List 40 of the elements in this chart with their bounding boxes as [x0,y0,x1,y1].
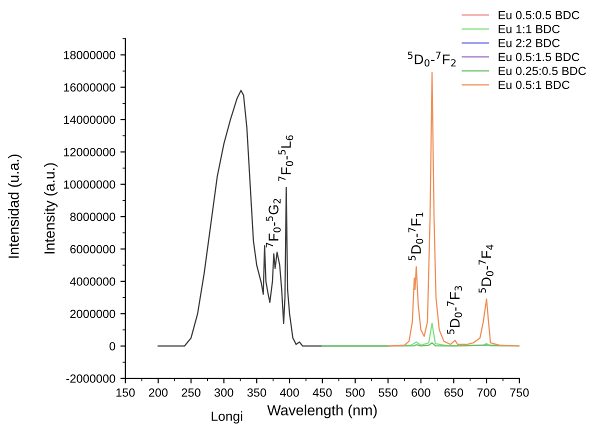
y-tick-label: -2000000 [66,374,116,383]
annotation: $^{7}$F$_{0}$-$^{5}$G$_{2}$ [266,198,281,248]
y-tick-label: 10000000 [64,180,116,189]
x-tick-label: 450 [312,388,332,397]
y-tick-label: 2000000 [70,310,116,318]
x-tick-label: 550 [378,388,398,397]
x-axis-title: Wavelength (nm) [267,404,377,418]
text: Longi [212,411,242,424]
x-tick-label: 250 [182,388,200,397]
legend-label: Eu 0.5:0.5 BDC [498,10,580,20]
x-tick-label: 150 [116,388,135,397]
annotation: $^{5}$D$_{0}$-$^{7}$F$_{3}$ [447,286,462,334]
y-axis-title: Intensity (a.u.) [44,163,58,254]
x-tick-label: 350 [247,388,266,397]
x-tick-label: 400 [280,388,299,397]
annotation: $^{5}$D$_{0}$-$^{7}$F$_{4}$ [478,244,494,293]
x-tick-label: 600 [412,388,430,397]
y-tick-label: 16000000 [64,83,116,92]
legend-label: Eu 2:2 BDC [498,38,560,48]
y-tick-label: 4000000 [70,277,116,286]
legend-label: Eu 1:1 BDC [498,24,560,34]
x-tick-label: 500 [346,388,365,397]
text: Intensidad (u.a.) [8,154,22,258]
legend-label: Eu 0.5:1 BDC [498,80,570,90]
x-tick-label: 750 [510,388,529,397]
x-tick-label: 300 [214,388,234,397]
x-tick-label: 700 [477,388,496,397]
x-tick-label: 200 [148,388,168,397]
annotation: $^{5}$D$_{0}$-$^{7}$F$_{1}$ [408,212,424,260]
y-tick-label: 6000000 [70,245,116,254]
annotation: $^{5}$D$_{0}$-$^{7}$F$_{2}$ [408,52,456,67]
x-tick-label: 650 [444,388,464,397]
y-tick-label: 18000000 [64,50,116,60]
annotation: $^{7}$F$_{0}$-$^{5}$L$_{6}$ [278,135,294,182]
y-tick-label: 0 [110,342,116,350]
y-tick-label: 12000000 [64,148,116,156]
y-tick-label: 8000000 [70,212,116,222]
legend-label: Eu 0.5:1.5 BDC [498,52,580,62]
y-tick-label: 14000000 [64,116,116,124]
legend-label: Eu 0.25:0.5 BDC [498,66,586,76]
